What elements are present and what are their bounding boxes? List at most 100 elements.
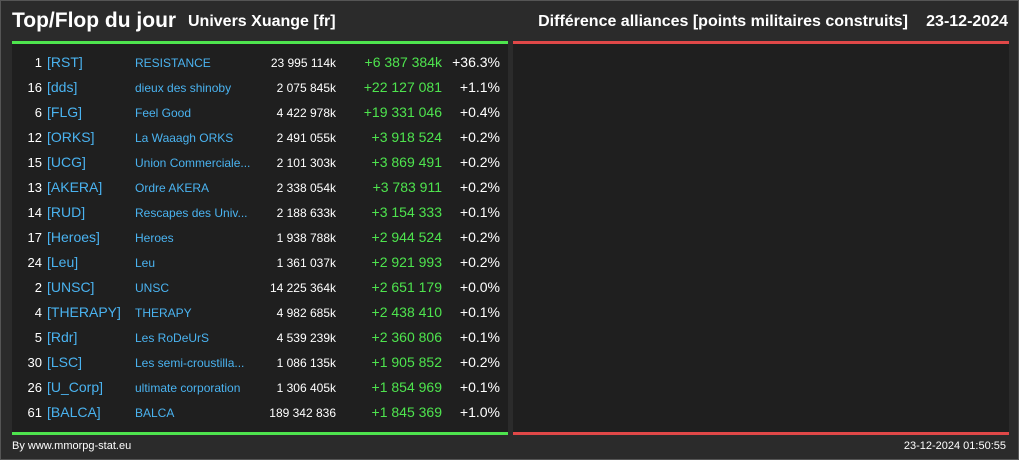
alliance-tag-link[interactable]: [ORKS] — [47, 129, 95, 145]
alliance-tag-link[interactable]: [Heroes] — [47, 229, 100, 245]
top-panel: 1 [RST] RESISTANCE 23 995 114k +6 387 384k +3… — [12, 41, 508, 435]
alliance-name-link[interactable]: Rescapes des Univ... — [135, 206, 248, 220]
percent-value: +0.2% — [459, 254, 500, 270]
difference-value: +2 651 179 — [371, 279, 442, 295]
rank-number: 1 — [34, 55, 42, 70]
alliance-name-link[interactable]: Heroes — [135, 231, 174, 245]
points-value: 14 225 364k — [269, 281, 336, 295]
alliance-name-link[interactable]: Union Commerciale... — [135, 156, 251, 170]
alliance-tag-link[interactable]: [BALCA] — [47, 404, 101, 420]
alliance-tag-link[interactable]: [AKERA] — [47, 179, 103, 195]
points-value: 2 101 303k — [276, 156, 336, 170]
list-item: 26 [U_Corp] ultimate corporation 1 306 405k… — [12, 375, 508, 400]
page-title: Top/Flop du jour — [12, 9, 177, 32]
list-item: 5 [Rdr] Les RoDeUrS 4 539 239k +2 360 806 +0.… — [12, 325, 508, 350]
points-value: 4 422 978k — [276, 106, 336, 120]
chart-subtitle: Différence alliances [points militaires … — [538, 13, 908, 30]
rank-number: 4 — [34, 305, 42, 320]
difference-value: +2 360 806 — [371, 329, 442, 345]
percent-value: +1.1% — [459, 79, 500, 95]
list-item: 1 [RST] RESISTANCE 23 995 114k +6 387 384k +3… — [12, 50, 508, 75]
footer-timestamp: 23-12-2024 01:50:55 — [903, 440, 1006, 452]
list-item: 15 [UCG] Union Commerciale... 2 101 303k +3 … — [12, 150, 508, 175]
points-value: 2 338 054k — [276, 181, 336, 195]
percent-value: +36.3% — [452, 54, 500, 70]
percent-value: +0.2% — [459, 129, 500, 145]
alliance-name-link[interactable]: La Waaagh ORKS — [135, 131, 234, 145]
alliance-tag-link[interactable]: [Rdr] — [47, 329, 78, 345]
difference-value: +3 918 524 — [371, 129, 442, 145]
alliance-name-link[interactable]: ultimate corporation — [135, 381, 241, 395]
percent-value: +1.0% — [459, 404, 500, 420]
list-item: 24 [Leu] Leu 1 361 037k +2 921 993 +0.2% — [12, 250, 508, 275]
percent-value: +0.1% — [459, 379, 500, 395]
header: Top/Flop du jour Univers Xuange [fr] Dif… — [1, 1, 1019, 41]
difference-value: +2 438 410 — [371, 304, 442, 320]
list-item: 17 [Heroes] Heroes 1 938 788k +2 944 524 +0.2… — [12, 225, 508, 250]
alliance-tag-link[interactable]: [RUD] — [47, 204, 86, 220]
alliance-name-link[interactable]: Les RoDeUrS — [135, 331, 210, 345]
difference-value: +1 845 369 — [371, 404, 442, 420]
difference-value: +22 127 081 — [363, 79, 442, 95]
footer-source[interactable]: By www.mmorpg-stat.eu — [12, 440, 132, 452]
alliance-name-link[interactable]: RESISTANCE — [135, 56, 211, 70]
difference-value: +3 783 911 — [372, 179, 442, 195]
header-date: 23-12-2024 — [926, 13, 1008, 30]
rank-number: 24 — [27, 255, 42, 270]
alliance-name-link[interactable]: THERAPY — [135, 306, 192, 320]
points-value: 4 982 685k — [276, 306, 336, 320]
difference-value: +6 387 384k — [364, 54, 442, 70]
list-item: 14 [RUD] Rescapes des Univ... 2 188 633k +3 … — [12, 200, 508, 225]
universe-label: Univers Xuange [fr] — [188, 13, 336, 30]
points-value: 1 938 788k — [276, 231, 336, 245]
list-item: 6 [FLG] Feel Good 4 422 978k +19 331 046 +0.4… — [12, 100, 508, 125]
alliance-name-link[interactable]: dieux des shinoby — [135, 81, 232, 95]
alliance-tag-link[interactable]: [U_Corp] — [47, 379, 104, 395]
rank-number: 17 — [27, 230, 42, 245]
percent-value: +0.0% — [459, 279, 500, 295]
alliance-tag-link[interactable]: [dds] — [47, 79, 78, 95]
percent-value: +0.2% — [459, 154, 500, 170]
list-item: 16 [dds] dieux des shinoby 2 075 845k +22 12… — [12, 75, 508, 100]
list-item: 12 [ORKS] La Waaagh ORKS 2 491 055k +3 918 5… — [12, 125, 508, 150]
difference-value: +2 944 524 — [371, 229, 442, 245]
rank-number: 14 — [27, 205, 42, 220]
flop-panel — [513, 41, 1009, 435]
percent-value: +0.1% — [459, 304, 500, 320]
alliance-name-link[interactable]: Ordre AKERA — [135, 181, 210, 195]
rank-number: 12 — [27, 130, 42, 145]
points-value: 1 306 405k — [276, 381, 336, 395]
rank-number: 61 — [27, 405, 42, 420]
list-item: 13 [AKERA] Ordre AKERA 2 338 054k +3 783 911… — [12, 175, 508, 200]
alliance-name-link[interactable]: UNSC — [135, 281, 170, 295]
alliance-tag-link[interactable]: [UCG] — [47, 154, 86, 170]
percent-value: +0.1% — [459, 329, 500, 345]
difference-value: +3 154 333 — [371, 204, 442, 220]
alliance-tag-link[interactable]: [UNSC] — [47, 279, 95, 295]
rank-number: 15 — [27, 155, 42, 170]
difference-value: +3 869 491 — [371, 154, 442, 170]
points-value: 2 075 845k — [276, 81, 336, 95]
top-list: 1 [RST] RESISTANCE 23 995 114k +6 387 384k +3… — [12, 50, 508, 425]
rank-number: 6 — [34, 105, 42, 120]
alliance-name-link[interactable]: Les semi-croustilla... — [135, 356, 245, 370]
rank-number: 2 — [34, 280, 42, 295]
list-item: 61 [BALCA] BALCA 189 342 836 +1 845 369 +1.0% — [12, 400, 508, 425]
points-value: 23 995 114k — [270, 56, 336, 70]
rank-number: 30 — [27, 355, 42, 370]
alliance-tag-link[interactable]: [LSC] — [47, 354, 83, 370]
alliance-tag-link[interactable]: [FLG] — [47, 104, 83, 120]
percent-value: +0.2% — [459, 354, 500, 370]
rank-number: 26 — [27, 380, 42, 395]
difference-value: +19 331 046 — [363, 104, 442, 120]
points-value: 2 188 633k — [276, 206, 336, 220]
alliance-name-link[interactable]: Leu — [135, 256, 156, 270]
alliance-tag-link[interactable]: [Leu] — [47, 254, 79, 270]
alliance-name-link[interactable]: BALCA — [135, 406, 175, 420]
alliance-name-link[interactable]: Feel Good — [135, 106, 192, 120]
alliance-tag-link[interactable]: [THERAPY] — [47, 304, 121, 320]
alliance-tag-link[interactable]: [RST] — [47, 54, 83, 70]
points-value: 2 491 055k — [276, 131, 336, 145]
percent-value: +0.2% — [459, 179, 500, 195]
points-value: 1 361 037k — [276, 256, 336, 270]
